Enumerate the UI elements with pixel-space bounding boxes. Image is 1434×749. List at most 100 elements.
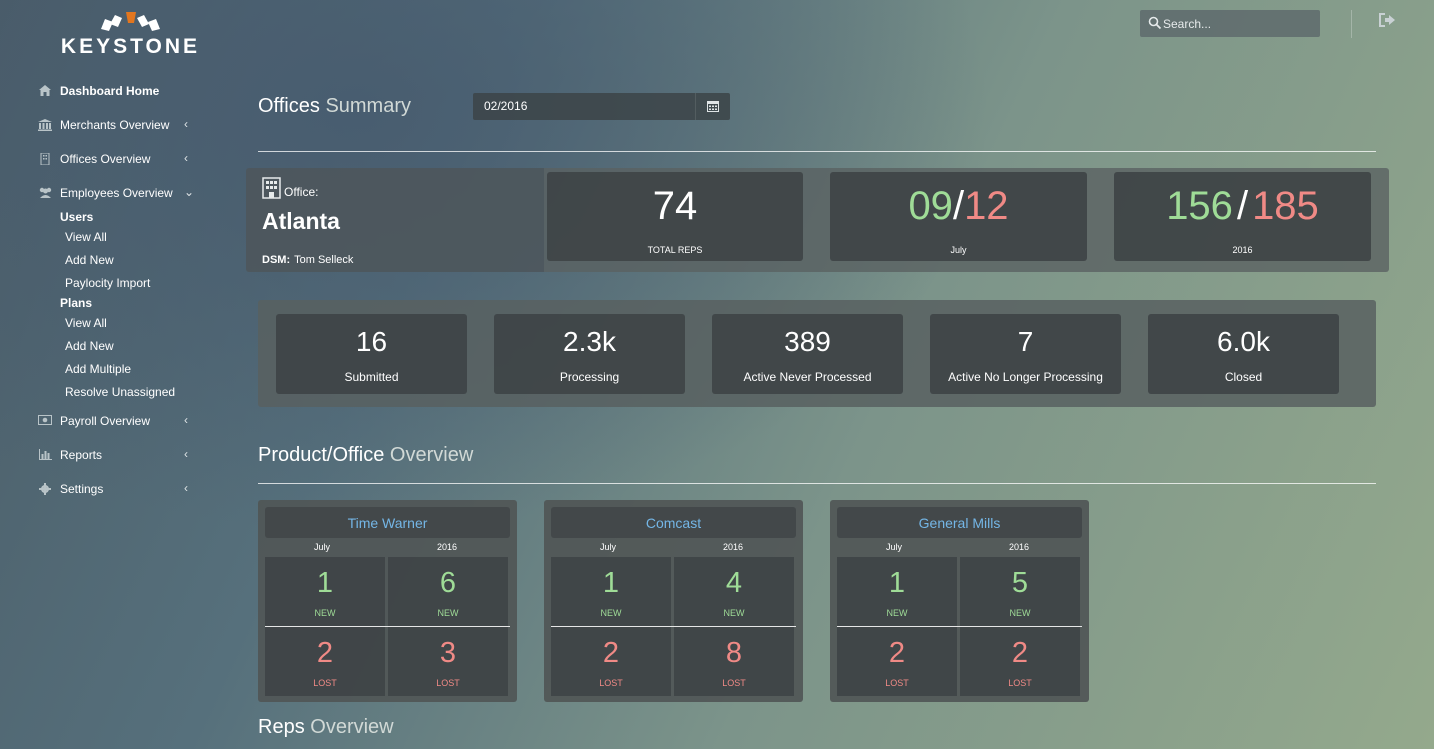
total-reps-caption: TOTAL REPS	[647, 245, 703, 255]
reps-overview-title: Reps Overview	[258, 716, 394, 739]
month-ratio-card: 09/12 July	[830, 172, 1087, 261]
year-ratio-card: 156/185 2016	[1114, 172, 1371, 261]
count: 2	[316, 637, 334, 669]
title-light: Summary	[325, 95, 412, 117]
count-type: LOST	[722, 678, 746, 688]
pipeline-card-active-never-processed[interactable]: 389 Active Never Processed	[712, 314, 903, 394]
users-heading: Users	[60, 210, 94, 224]
year-lost-cell: 3 LOST	[388, 627, 508, 696]
plans-add-multiple-link[interactable]: Add Multiple	[65, 362, 132, 376]
product-card-general-mills: General Mills July 2016 1 NEW 5 NEW 2 LO…	[830, 500, 1089, 702]
sidebar-item-settings[interactable]: Settings ‹	[38, 480, 198, 500]
product-card-comcast: Comcast July 2016 1 NEW 4 NEW 2 LOST 8 L…	[544, 500, 803, 702]
users-icon	[38, 187, 52, 199]
product-header[interactable]: General Mills	[837, 507, 1082, 538]
sidebar-item-employees-overview[interactable]: Employees Overview ⌄	[38, 184, 198, 204]
office-label: Office:	[284, 185, 319, 199]
keystone-logo[interactable]: KEYSTONE	[58, 10, 203, 60]
count: 3	[439, 637, 457, 669]
title-main: Product/Office	[258, 444, 385, 466]
month-lost-cell: 2 LOST	[837, 627, 957, 696]
year-new-cell: 5 NEW	[960, 557, 1080, 626]
product-name[interactable]: Time Warner	[347, 515, 428, 531]
month-new-count: 09	[908, 184, 953, 228]
logo-text: KEYSTONE	[60, 35, 201, 58]
offices-summary-title: Offices Summary	[258, 95, 411, 118]
office-info	[246, 168, 544, 272]
ratio-separator: /	[952, 184, 965, 228]
year-new-cell: 4 NEW	[674, 557, 794, 626]
pipeline-value: 16	[355, 326, 388, 357]
dsm-line: DSM: Tom Selleck	[262, 254, 353, 266]
plans-add-new-link[interactable]: Add New	[65, 339, 114, 353]
count: 5	[1011, 567, 1029, 599]
pipeline-card-processing[interactable]: 2.3k Processing	[494, 314, 685, 394]
sidebar-item-payroll-overview[interactable]: Payroll Overview ‹	[38, 412, 198, 432]
product-office-overview-title: Product/Office Overview	[258, 444, 473, 467]
calendar-icon	[707, 101, 719, 112]
col-label-year: 2016	[436, 542, 458, 552]
ratio-separator: /	[1236, 184, 1249, 228]
col-label-month: July	[885, 542, 902, 552]
bank-icon	[38, 119, 52, 131]
count: 2	[888, 637, 906, 669]
gear-icon	[38, 483, 52, 495]
users-add-new-link[interactable]: Add New	[65, 253, 114, 267]
total-reps-value: 74	[652, 184, 698, 228]
pipeline-value: 7	[1017, 326, 1034, 357]
money-icon	[38, 415, 52, 427]
month-picker[interactable]: 02/2016	[473, 93, 730, 120]
pipeline-card-submitted[interactable]: 16 Submitted	[276, 314, 467, 394]
pipeline-card-active-no-longer-processing[interactable]: 7 Active No Longer Processing	[930, 314, 1121, 394]
pipeline-label: Closed	[1224, 370, 1263, 384]
plans-heading: Plans	[60, 296, 93, 310]
sidebar-item-label: Payroll Overview	[60, 414, 151, 428]
count-type: NEW	[437, 608, 459, 618]
title-main: Offices	[258, 95, 320, 117]
search-placeholder: Search...	[1163, 17, 1212, 31]
count-type: NEW	[886, 608, 908, 618]
users-view-all-link[interactable]: View All	[65, 230, 107, 244]
calendar-button[interactable]	[695, 93, 730, 120]
product-header[interactable]: Time Warner	[265, 507, 510, 538]
plans-view-all-link[interactable]: View All	[65, 316, 107, 330]
month-new-cell: 1 NEW	[837, 557, 957, 626]
year-new-cell: 6 NEW	[388, 557, 508, 626]
section-divider	[258, 483, 1376, 484]
count: 6	[439, 567, 457, 599]
pipeline-value: 2.3k	[563, 326, 616, 357]
users-paylocity-import-link[interactable]: Paylocity Import	[65, 276, 151, 290]
count-type: LOST	[313, 678, 337, 688]
pipeline-value: 6.0k	[1217, 326, 1270, 357]
month-ratio-value: 09/12	[830, 184, 1087, 229]
chevron-left-icon: ‹	[184, 413, 188, 427]
plans-resolve-unassigned-link[interactable]: Resolve Unassigned	[65, 385, 176, 399]
product-name[interactable]: Comcast	[645, 515, 702, 531]
title-light: Overview	[310, 716, 394, 738]
pipeline-label: Processing	[559, 370, 620, 384]
cell-divider	[551, 626, 796, 627]
pipeline-card-closed[interactable]: 6.0k Closed	[1148, 314, 1339, 394]
count: 1	[602, 567, 620, 599]
sidebar-item-offices-overview[interactable]: Offices Overview ‹	[38, 150, 198, 170]
pipeline-label: Submitted	[344, 370, 399, 384]
sidebar-item-reports[interactable]: Reports ‹	[38, 446, 198, 466]
sidebar-item-merchants-overview[interactable]: Merchants Overview ‹	[38, 116, 198, 136]
year-lost-cell: 2 LOST	[960, 627, 1080, 696]
col-label-month: July	[313, 542, 330, 552]
count: 1	[888, 567, 906, 599]
count-type: NEW	[600, 608, 622, 618]
topbar-divider	[1351, 10, 1352, 38]
search-input[interactable]: Search...	[1140, 10, 1320, 37]
sign-out-icon[interactable]	[1378, 12, 1398, 30]
sidebar-item-label: Merchants Overview	[60, 118, 170, 132]
count-type: LOST	[599, 678, 623, 688]
cell-divider	[837, 626, 1082, 627]
office-building-icon	[262, 177, 281, 199]
title-light: Overview	[389, 444, 474, 466]
product-header[interactable]: Comcast	[551, 507, 796, 538]
sidebar-item-dashboard-home[interactable]: Dashboard Home	[38, 82, 198, 102]
home-icon	[38, 85, 52, 97]
product-name[interactable]: General Mills	[918, 515, 1001, 531]
building-icon	[38, 152, 52, 166]
